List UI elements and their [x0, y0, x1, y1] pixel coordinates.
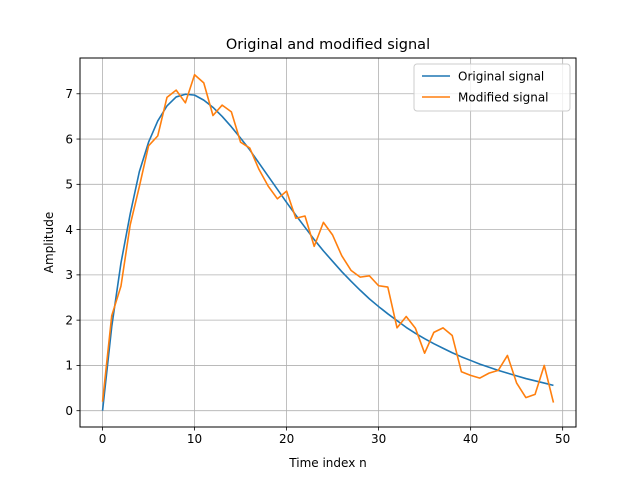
- y-tick-label: 7: [65, 87, 73, 101]
- x-tick-label: 20: [279, 432, 294, 446]
- x-tick-label: 40: [463, 432, 478, 446]
- x-tick-label: 50: [555, 432, 570, 446]
- x-tick-label: 10: [187, 432, 202, 446]
- legend-label: Modified signal: [458, 91, 549, 105]
- plot-frame: [79, 57, 577, 428]
- legend-box: [413, 63, 571, 112]
- x-tick-label: 30: [371, 432, 386, 446]
- y-tick-label: 6: [65, 132, 73, 146]
- y-tick-label: 5: [65, 178, 73, 192]
- y-tick-label: 3: [65, 268, 73, 282]
- y-tick-label: 4: [65, 223, 73, 237]
- y-tick-label: 1: [65, 359, 73, 373]
- legend: Original signal Modified signal: [413, 63, 571, 112]
- chart-title: Original and modified signal: [226, 37, 430, 53]
- y-axis-label: Amplitude: [42, 212, 56, 274]
- legend-label: Original signal: [458, 70, 544, 84]
- x-axis-label: Time index n: [288, 456, 366, 470]
- series-line-1: [101, 93, 554, 411]
- x-tick-label: 0: [99, 432, 107, 446]
- axis-ticks: 0 10 20 30 40 50 0 1 2 3 4 5 6 7: [65, 87, 570, 446]
- series-lines: [101, 73, 555, 411]
- y-tick-label: 0: [65, 404, 73, 418]
- series-line-2: [101, 73, 555, 403]
- y-tick-label: 2: [65, 313, 73, 327]
